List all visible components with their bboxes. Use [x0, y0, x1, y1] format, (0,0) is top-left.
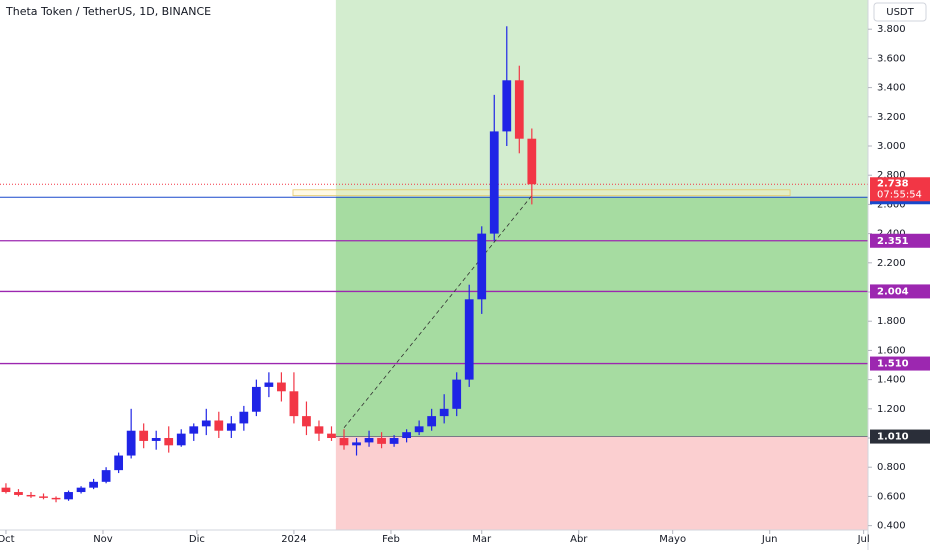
- candle-body: [452, 379, 462, 409]
- candle-body: [439, 408, 449, 417]
- y-tick-label: 0.600: [877, 491, 906, 502]
- stop-label-box: [870, 429, 930, 444]
- candle-body: [352, 442, 361, 446]
- candle-body: [164, 438, 174, 446]
- candle-body: [314, 426, 324, 434]
- stop-label: 1.010: [877, 432, 909, 443]
- y-tick-label: 1.200: [877, 404, 906, 415]
- y-tick-label: 2.200: [877, 258, 906, 269]
- candle-body: [101, 470, 111, 482]
- countdown: 07:55:54: [877, 189, 922, 200]
- x-tick-label: Mayo: [659, 534, 686, 545]
- candle-body: [64, 492, 73, 500]
- level-label: 2.004: [877, 286, 909, 297]
- candle-body: [51, 497, 61, 500]
- y-tick-label: 0.400: [877, 521, 906, 532]
- candle-body: [277, 382, 286, 392]
- x-tick-label: Mar: [472, 534, 492, 545]
- candle-body: [464, 299, 474, 380]
- x-tick-label: Dic: [189, 534, 205, 545]
- candle-body: [126, 430, 136, 456]
- y-tick-label: 3.800: [877, 24, 906, 35]
- price-axis: [868, 0, 932, 550]
- y-tick-label: 1.800: [877, 316, 906, 327]
- candle-body: [201, 420, 211, 427]
- candle-body: [527, 138, 537, 185]
- candle-body: [39, 496, 48, 498]
- candle-body: [1, 487, 11, 493]
- level-label-box: [870, 356, 930, 371]
- candle-body: [477, 233, 487, 300]
- candle-body: [26, 494, 36, 497]
- target-zone: [335, 0, 868, 198]
- candle-body: [151, 438, 161, 441]
- x-tick-label: Jun: [761, 534, 778, 545]
- y-tick-label: 2.600: [877, 199, 906, 210]
- y-tick-label: 0.800: [877, 462, 906, 473]
- x-tick-label: Jul: [857, 534, 870, 545]
- candle-body: [226, 423, 236, 431]
- candle-body: [251, 386, 261, 412]
- candle-body: [114, 455, 124, 471]
- candle-body: [402, 432, 411, 439]
- currency[interactable]: USDT: [886, 7, 914, 18]
- x-tick-label: Nov: [93, 534, 113, 545]
- candle-body: [139, 430, 149, 441]
- level-label-box: [870, 233, 930, 248]
- candle-body: [214, 420, 224, 431]
- trend-line: [343, 195, 533, 429]
- candle-body: [176, 433, 186, 446]
- currency-box[interactable]: [873, 2, 927, 22]
- stop-zone: [335, 436, 868, 530]
- candle-body: [327, 433, 336, 439]
- y-tick-label: 3.400: [877, 83, 906, 94]
- x-tick-label: Feb: [382, 534, 400, 545]
- y-tick-label: 3.000: [877, 141, 906, 152]
- candle-body: [377, 438, 386, 444]
- candle-body: [189, 426, 199, 434]
- candle-body: [339, 438, 349, 446]
- candle-body: [489, 131, 499, 234]
- level-label: 1.510: [877, 359, 909, 370]
- y-tick-label: 1.400: [877, 375, 906, 386]
- price-label-box: [870, 177, 930, 202]
- candle-body: [289, 391, 299, 417]
- candle-body: [414, 426, 424, 433]
- chart-title: Theta Token / TetherUS, 1D, BINANCE: [5, 5, 211, 18]
- candle-body: [364, 438, 374, 443]
- price-label: 2.738: [877, 178, 909, 189]
- candle-body: [514, 80, 524, 139]
- candle-body: [239, 411, 249, 424]
- x-tick-label: Oct: [0, 534, 15, 545]
- y-tick-label: 3.600: [877, 53, 906, 64]
- level-label: 2.351: [877, 236, 909, 247]
- candle-body: [427, 416, 437, 427]
- candle-body: [14, 492, 23, 495]
- candle-body: [302, 416, 311, 427]
- level-label-box: [870, 284, 930, 299]
- x-tick-label: 2024: [281, 534, 306, 545]
- y-tick-label: 2.800: [877, 170, 906, 181]
- candle-body: [264, 382, 274, 387]
- candle-body: [502, 80, 512, 132]
- highlight-box: [292, 189, 791, 197]
- y-tick-label: 3.200: [877, 112, 906, 123]
- candle-body: [76, 487, 86, 493]
- candle-body: [389, 438, 399, 444]
- x-tick-label: Abr: [570, 534, 588, 545]
- y-tick-label: 1.600: [877, 345, 906, 356]
- candle-body: [89, 481, 98, 488]
- profit-zone: [335, 197, 868, 437]
